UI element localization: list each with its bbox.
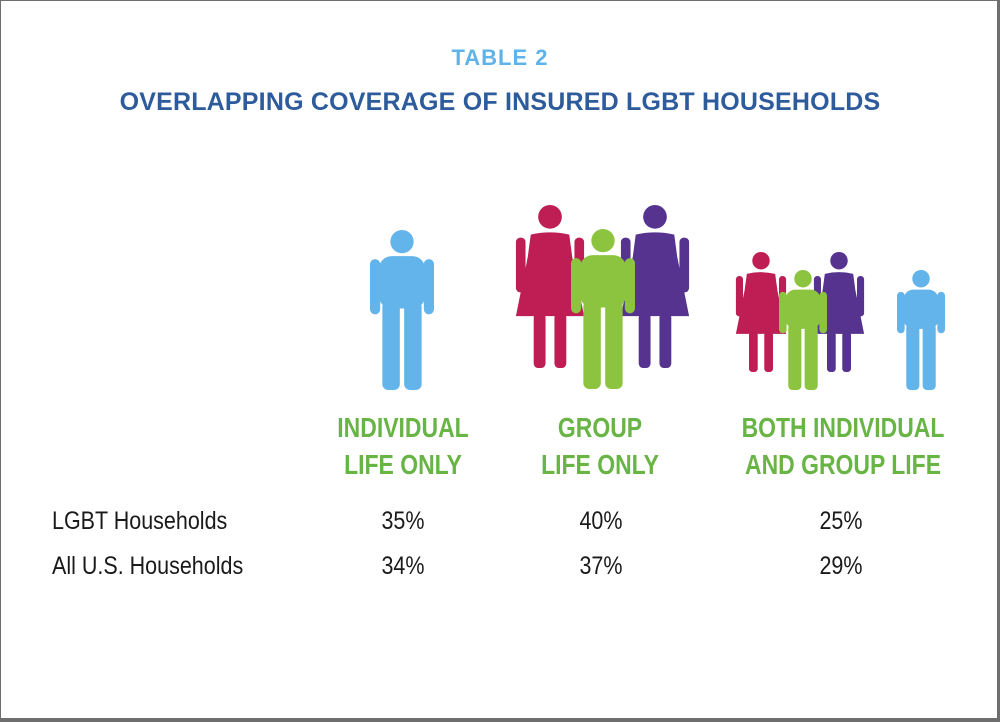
person-icon bbox=[897, 270, 945, 390]
category-line: LIFE ONLY bbox=[541, 449, 659, 480]
category-both-individual-and-group: BOTH INDIVIDUAL AND GROUP LIFE bbox=[728, 409, 958, 483]
table-cell: 34% bbox=[381, 552, 425, 580]
category-line: LIFE ONLY bbox=[344, 449, 462, 480]
category-line: GROUP bbox=[557, 412, 643, 443]
woman-icon bbox=[735, 252, 787, 372]
person-icon bbox=[370, 230, 434, 390]
category-line: INDIVIDUAL bbox=[337, 412, 469, 443]
category-group-life-only: GROUP LIFE ONLY bbox=[518, 409, 682, 483]
table-cell: 35% bbox=[381, 507, 425, 535]
chart-title: OVERLAPPING COVERAGE OF INSURED LGBT HOU… bbox=[119, 88, 881, 116]
table-label: TABLE 2 bbox=[451, 45, 549, 70]
row-label-all-us: All U.S. Households bbox=[52, 552, 244, 580]
row-label-lgbt: LGBT Households bbox=[52, 507, 228, 535]
table-cell: 40% bbox=[579, 507, 623, 535]
category-individual-life-only: INDIVIDUAL LIFE ONLY bbox=[321, 409, 485, 483]
table-cell: 25% bbox=[819, 507, 863, 535]
table-cell: 37% bbox=[579, 552, 623, 580]
table-cell: 29% bbox=[819, 552, 863, 580]
category-line: BOTH INDIVIDUAL bbox=[741, 412, 945, 443]
category-line: AND GROUP LIFE bbox=[744, 449, 942, 480]
